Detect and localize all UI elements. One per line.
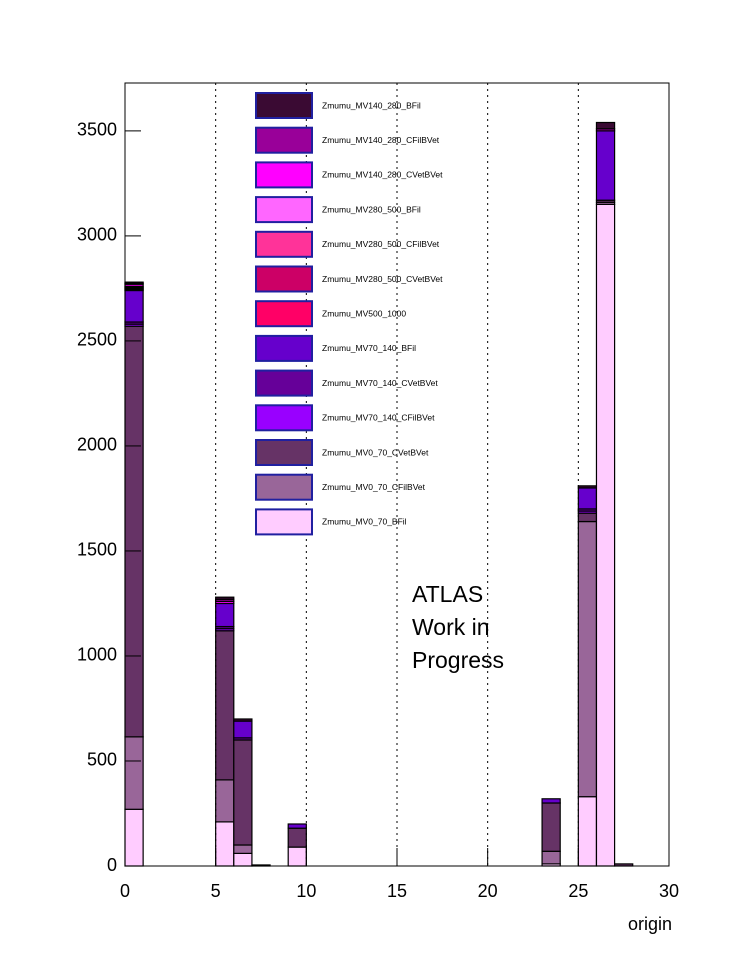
y-tick-label: 2000 <box>77 435 117 455</box>
x-tick-label: 0 <box>120 881 130 901</box>
bar-segment <box>124 281 144 284</box>
bar-segment <box>595 130 616 201</box>
bar-segment <box>577 796 598 867</box>
x-tick-label: 5 <box>211 881 221 901</box>
bar-segment <box>595 121 616 130</box>
bar-segment <box>233 739 253 846</box>
y-tick-label: 3500 <box>77 120 117 140</box>
legend-label: Zmumu_MV280_500_BFil <box>322 204 421 214</box>
bar-segment <box>541 850 561 865</box>
bar-segment <box>541 798 561 804</box>
legend-swatch <box>255 404 313 432</box>
annotation: Work in <box>412 614 490 640</box>
y-tick-label: 3000 <box>77 225 117 245</box>
legend-label: Zmumu_MV0_70_CFilBVet <box>322 482 426 492</box>
annotation: Progress <box>412 647 504 673</box>
bar-segment <box>233 720 253 739</box>
y-tick-label: 1500 <box>77 540 117 560</box>
legend-swatch <box>255 334 313 362</box>
bar-segment <box>233 844 253 854</box>
x-axis-label: origin <box>628 914 672 934</box>
y-tick-label: 0 <box>107 855 117 875</box>
legend-swatch <box>255 230 313 258</box>
bar-segment <box>287 827 307 848</box>
bar-segment <box>541 802 561 852</box>
bar-segment <box>215 821 235 867</box>
legend-label: Zmumu_MV140_280_CVetBVet <box>322 170 443 180</box>
legend-swatch <box>255 439 313 466</box>
legend-swatch <box>255 473 313 501</box>
bar-segment <box>124 736 144 810</box>
x-tick-label: 30 <box>659 881 679 901</box>
legend-label: Zmumu_MV70_140_CFilBVet <box>322 413 435 423</box>
bar-segment <box>287 823 307 829</box>
bar-segment <box>215 596 235 600</box>
bar-segment <box>215 602 235 628</box>
bar-segment <box>215 630 235 781</box>
y-tick-label: 2500 <box>77 330 117 350</box>
legend-label: Zmumu_MV140_280_BFil <box>322 100 421 110</box>
legend-label: Zmumu_MV70_140_CVetBVet <box>322 378 438 388</box>
y-tick-label: 500 <box>87 750 117 770</box>
legend-label: Zmumu_MV70_140_BFil <box>322 343 416 353</box>
bar-segment <box>215 779 235 823</box>
bar-segment <box>577 485 598 489</box>
x-tick-label: 10 <box>296 881 316 901</box>
x-tick-label: 25 <box>568 881 588 901</box>
legend-swatch <box>255 196 313 224</box>
bar-segment <box>124 808 144 867</box>
legend-label: Zmumu_MV500_1000 <box>322 308 406 318</box>
legend-swatch <box>255 508 313 536</box>
bar-segment <box>577 520 598 798</box>
bar-segment <box>577 487 598 510</box>
legend-label: Zmumu_MV280_500_CVetBVet <box>322 274 443 284</box>
bar-segment <box>577 512 598 523</box>
legend-swatch <box>255 92 313 119</box>
y-tick-label: 1000 <box>77 645 117 665</box>
legend-label: Zmumu_MV0_70_CVetBVet <box>322 447 429 457</box>
bar-segment <box>287 846 307 867</box>
legend-label: Zmumu_MV140_280_CFilBVet <box>322 135 440 145</box>
bar-segment <box>233 852 253 867</box>
legend-swatch <box>255 369 313 397</box>
bar-segment <box>595 203 616 867</box>
x-tick-label: 20 <box>478 881 498 901</box>
legend-label: Zmumu_MV280_500_CFilBVet <box>322 239 440 249</box>
legend-swatch <box>255 265 313 293</box>
legend-label: Zmumu_MV0_70_BFil <box>322 517 407 527</box>
legend-swatch <box>255 126 313 154</box>
x-tick-label: 15 <box>387 881 407 901</box>
bar-segment <box>233 718 253 722</box>
bar-segment <box>124 325 144 738</box>
legend-swatch <box>255 161 313 189</box>
legend-swatch <box>255 300 313 328</box>
annotation: ATLAS <box>412 581 483 607</box>
bar-segment <box>124 289 144 323</box>
